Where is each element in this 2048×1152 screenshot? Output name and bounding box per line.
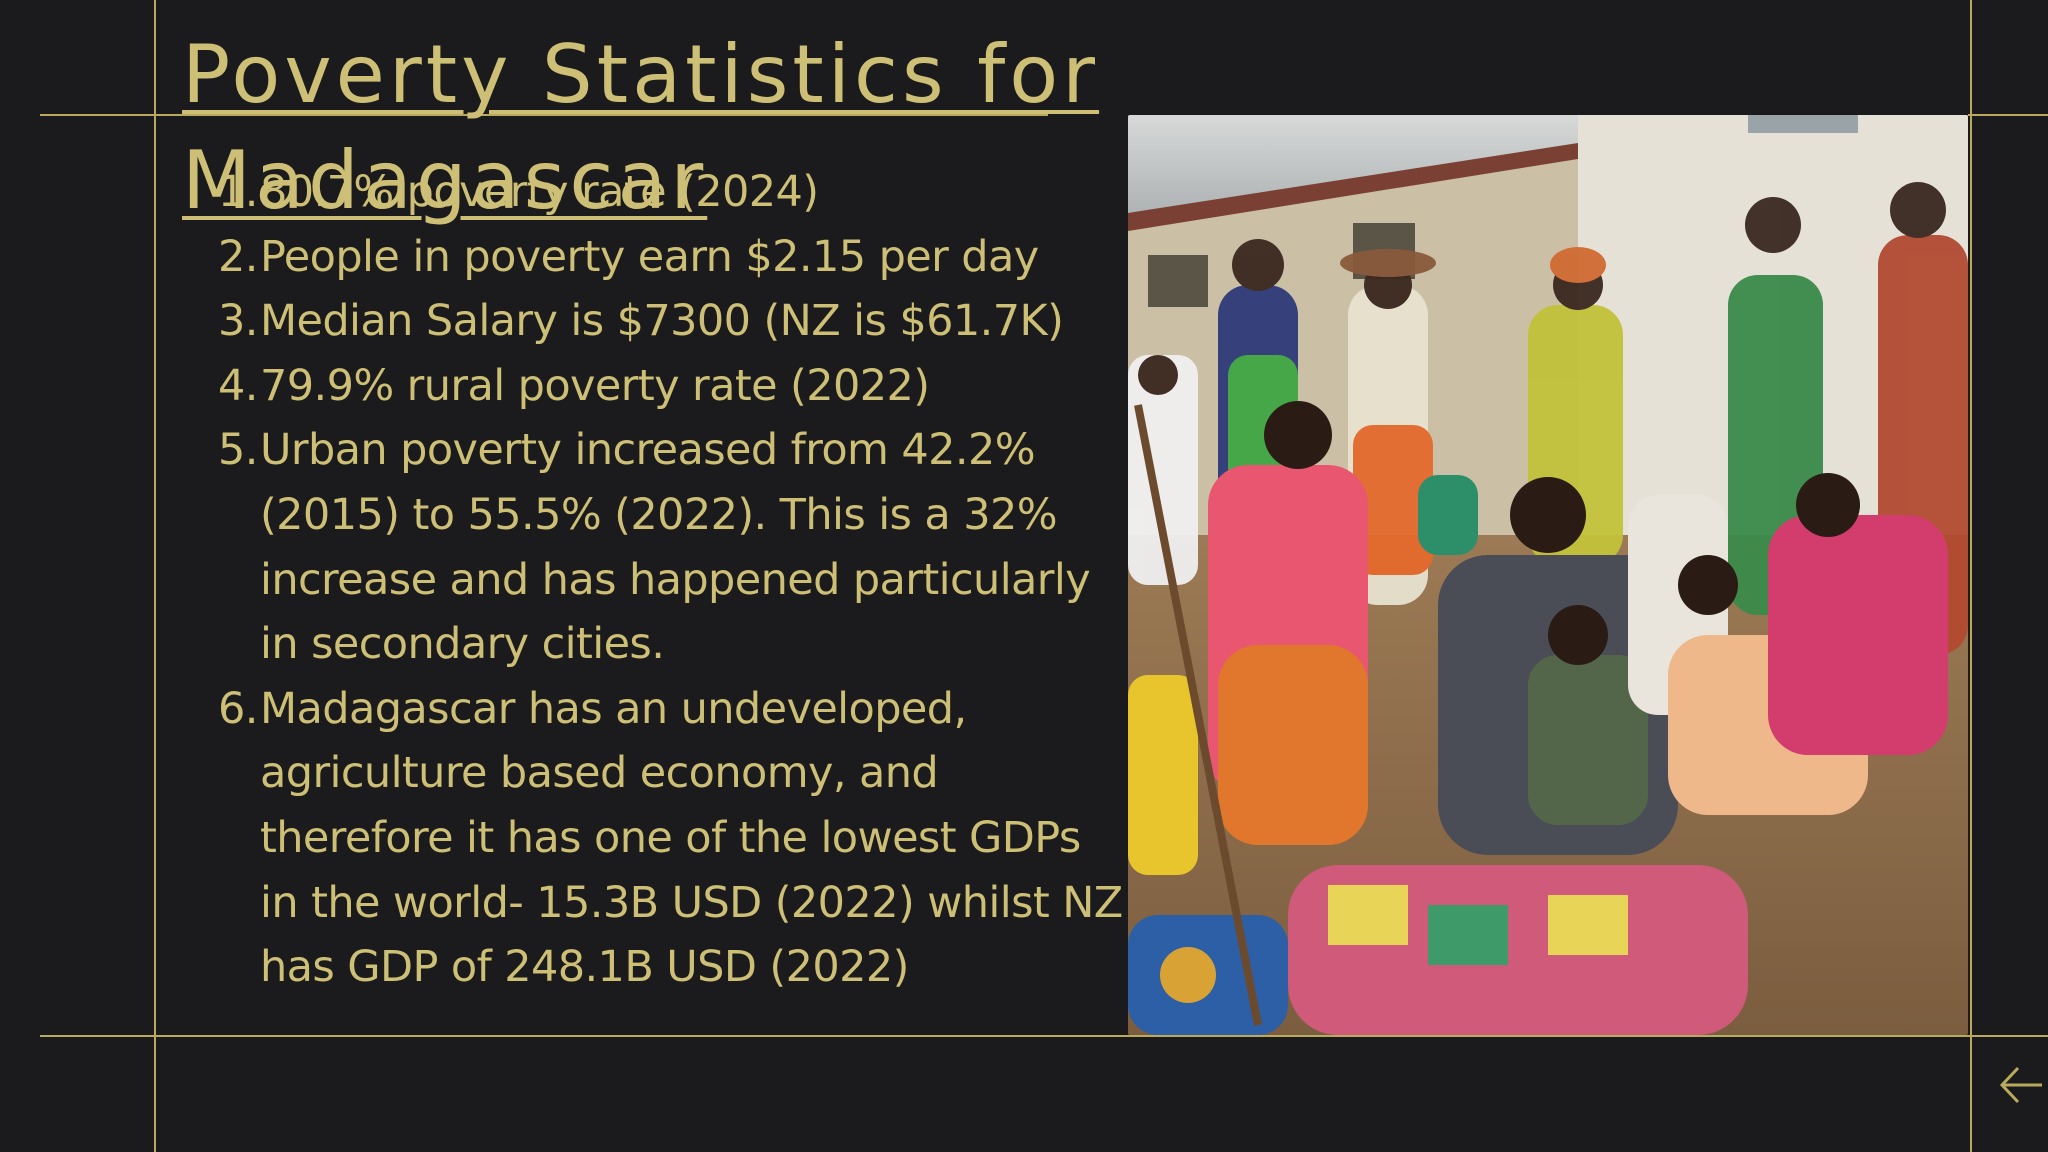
top-rule-right (1968, 114, 2048, 116)
list-item-text: 80.7% poverty rate (2024) (260, 167, 819, 217)
list-item-text: People in poverty earn $2.15 per day (260, 231, 1039, 282)
bottom-rule (40, 1035, 2048, 1037)
left-rule (154, 0, 156, 1152)
top-rule (40, 114, 1048, 116)
list-item: 3. Median Salary is $7300 (NZ is $61.7K) (218, 289, 1128, 354)
list-item-number: 1. (218, 167, 258, 217)
list-item: 6. Madagascar has an undeveloped, agricu… (218, 677, 1128, 1000)
list-item-text: Urban poverty increased from 42.2% (2015… (260, 425, 1091, 670)
list-item-number: 5. (218, 425, 258, 476)
arrow-left-icon (1999, 1066, 2042, 1104)
back-button[interactable] (1998, 1062, 2044, 1108)
group-photo-icon (1128, 115, 1968, 1035)
poverty-stats-list: 1. 80.7% poverty rate (2024) 2. People i… (218, 160, 1128, 1000)
list-item-number: 6. (218, 683, 258, 734)
list-item: 5. Urban poverty increased from 42.2% (2… (218, 418, 1128, 676)
list-item-number: 4. (218, 360, 258, 411)
list-item-text: 79.9% rural poverty rate (2022) (260, 360, 930, 411)
list-item: 2. People in poverty earn $2.15 per day (218, 225, 1128, 290)
list-item-number: 3. (218, 296, 258, 347)
list-item: 4. 79.9% rural poverty rate (2022) (218, 354, 1128, 419)
list-item-text: Madagascar has an undeveloped, agricultu… (260, 683, 1123, 993)
list-item-number: 2. (218, 231, 258, 282)
list-item: 1. 80.7% poverty rate (2024) (218, 160, 1128, 225)
slide-title: Poverty Statistics for Madagascar (182, 28, 1100, 227)
madagascar-group-photo (1128, 115, 1968, 1035)
right-rule (1970, 0, 1972, 1152)
list-item-text: Median Salary is $7300 (NZ is $61.7K) (260, 296, 1064, 347)
